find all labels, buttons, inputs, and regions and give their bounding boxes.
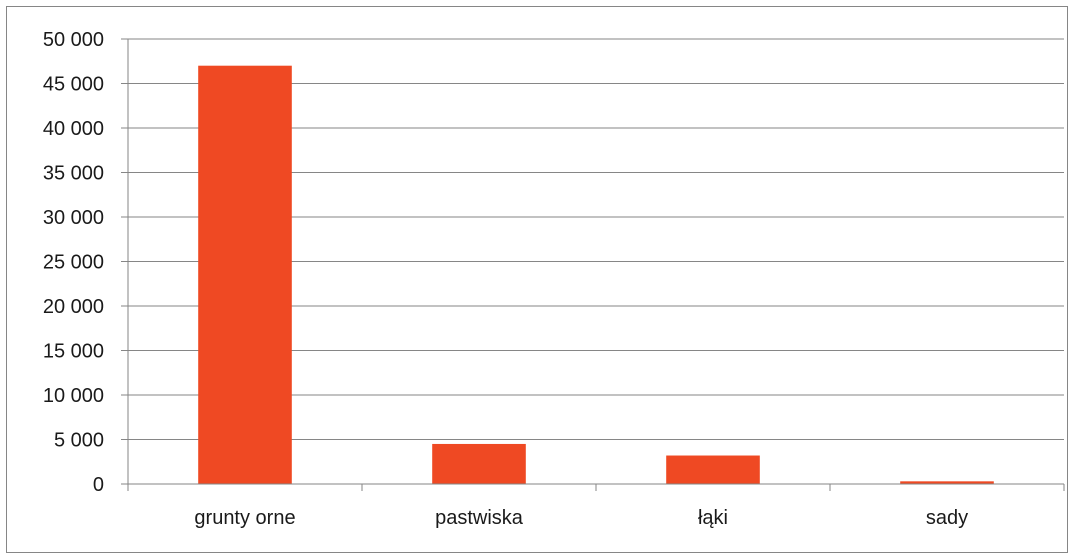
x-axis: grunty orne pastwiska łąki sady xyxy=(127,483,1065,529)
y-axis: 0 5 000 10 000 15 000 20 000 25 000 30 000 35 0… xyxy=(43,29,129,496)
y-tick-label: 40 000 xyxy=(43,118,104,140)
y-tick-label: 10 000 xyxy=(43,385,104,407)
y-tick-label: 25 000 xyxy=(43,252,104,274)
bar xyxy=(432,443,526,484)
x-tick-label: łąki xyxy=(698,507,728,529)
bar xyxy=(900,481,994,484)
x-tick-label: grunty orne xyxy=(194,507,295,529)
y-tick-label: 0 xyxy=(93,474,104,496)
chart-frame xyxy=(6,6,1068,553)
y-tick-label: 5 000 xyxy=(54,430,104,452)
y-tick-label: 15 000 xyxy=(43,341,104,363)
y-tick-label: 35 000 xyxy=(43,163,104,185)
x-tick-label: sady xyxy=(926,507,968,529)
bar xyxy=(666,455,760,484)
y-tick-label: 30 000 xyxy=(43,207,104,229)
bars xyxy=(198,65,994,484)
y-tick-label: 50 000 xyxy=(43,29,104,51)
bar xyxy=(198,65,292,484)
x-tick-label: pastwiska xyxy=(435,507,524,529)
y-tick-label: 45 000 xyxy=(43,74,104,96)
y-tick-label: 20 000 xyxy=(43,296,104,318)
